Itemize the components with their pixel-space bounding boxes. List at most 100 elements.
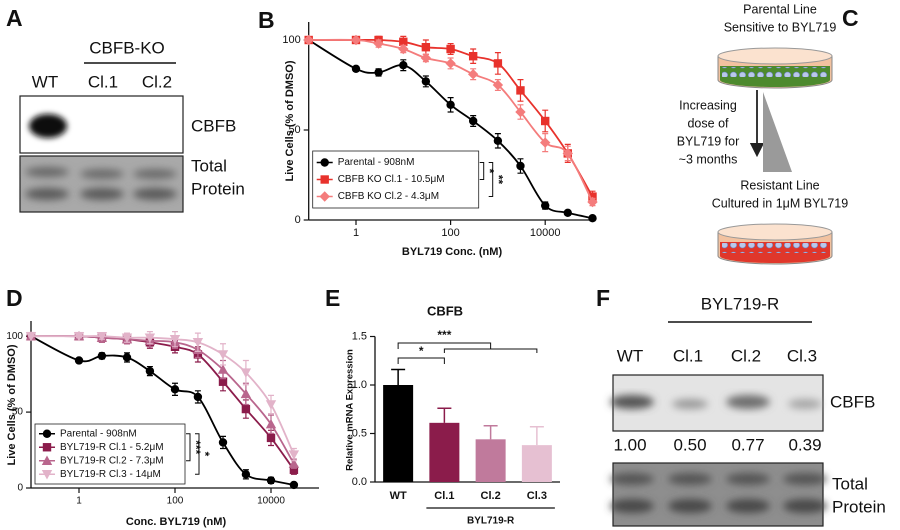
group-label: BYL719-R [467,516,515,527]
point [121,333,133,343]
legend-label: Parental - 908nM [338,157,415,168]
point [241,470,251,479]
y-tick-label: 0 [17,483,23,494]
legend-marker [41,470,53,480]
lane-label: Cl.2 [142,72,172,91]
caption: Parental Line [743,2,817,16]
point [374,68,383,77]
lane-label: Cl.1 [88,72,118,91]
y-tick-label: 1.0 [352,379,367,391]
caption: Sensitive to BYL719 [724,20,837,34]
quantification: 1.00 [613,435,646,454]
lane-label: WT [32,72,58,91]
point [96,331,108,342]
panel-label: A [6,5,23,31]
x-tick-label: Cl.2 [481,490,501,502]
point [587,196,598,208]
point [288,450,300,460]
blot-label: CBFB [191,116,236,135]
x-tick-label: 10000 [530,227,561,239]
quantification: 0.39 [788,435,821,454]
point [240,368,252,378]
blot-label: Protein [832,497,886,516]
point [25,331,37,342]
blot [19,155,184,213]
point [420,52,432,64]
legend-marker [42,429,52,438]
x-tick-label: 1 [353,227,359,239]
significance-label: *** [437,328,451,342]
quantification: 0.50 [673,435,706,454]
blot-label: Total [832,474,868,493]
point [266,433,276,443]
legend-label: Parental - 908nM [60,428,137,439]
error-bar [529,425,544,446]
panel-f: F BYL719-R WT Cl.1 Cl.2 Cl.3 CBFB 1.00 0… [596,285,886,527]
panel-label: F [596,285,610,311]
y-tick-label: 0.5 [352,427,367,439]
point [516,86,525,95]
significance-label: * [419,344,424,358]
point [122,353,132,362]
caption: Increasing [679,98,737,112]
significance-bracket [488,162,494,197]
error-bar [391,368,406,385]
point [493,136,503,145]
panel-label: C [842,5,859,31]
lane-label: Cl.2 [731,346,761,365]
point [421,43,431,52]
caption: dose of [687,116,729,130]
lane-label: Cl.1 [673,346,703,365]
group-label: CBFB-KO [89,38,165,57]
point [303,34,314,46]
significance-bracket [186,433,191,462]
point [240,388,252,399]
point [192,338,204,348]
point [493,59,503,68]
quantification: 0.77 [731,435,764,454]
point [351,64,361,74]
blot-label: Total [191,156,227,175]
legend-label: BYL719-R Cl.3 - 14μM [60,469,161,480]
significance-label: * [198,452,212,457]
dish [717,47,833,89]
x-axis-label: Conc. BYL719 (nM) [126,516,227,528]
point [217,350,229,360]
panel-label: E [325,285,340,311]
legend-box [34,423,186,485]
bands [25,167,177,200]
point [541,116,550,126]
legend-label: CBFB KO Cl.1 - 10.5μM [338,174,445,185]
bands [610,473,827,513]
panel-label: B [258,7,275,33]
bar [429,422,460,482]
dish [717,223,833,265]
blot [612,462,824,527]
point [445,58,456,69]
legend-marker [319,191,330,202]
x-tick-label: WT [390,490,407,502]
point [73,331,85,342]
y-tick-label: 0.0 [352,476,367,488]
point [265,419,277,429]
point [265,400,277,410]
y-tick-label: 0 [295,214,301,226]
x-tick-label: 100 [167,496,184,507]
blot-label: CBFB [830,392,875,411]
point [399,37,408,46]
point [588,192,597,201]
x-tick-label: Cl.1 [434,490,454,502]
y-tick-label: 100 [6,331,23,342]
bar [383,385,414,482]
point [145,366,155,376]
point [218,377,228,386]
point [169,335,181,345]
band [29,114,67,138]
significance-bracket [195,433,200,475]
chart-title: CBFB [427,303,463,318]
point [562,148,573,159]
bar [475,439,506,482]
error-bar [483,424,498,440]
point [446,100,455,110]
point [399,60,408,70]
